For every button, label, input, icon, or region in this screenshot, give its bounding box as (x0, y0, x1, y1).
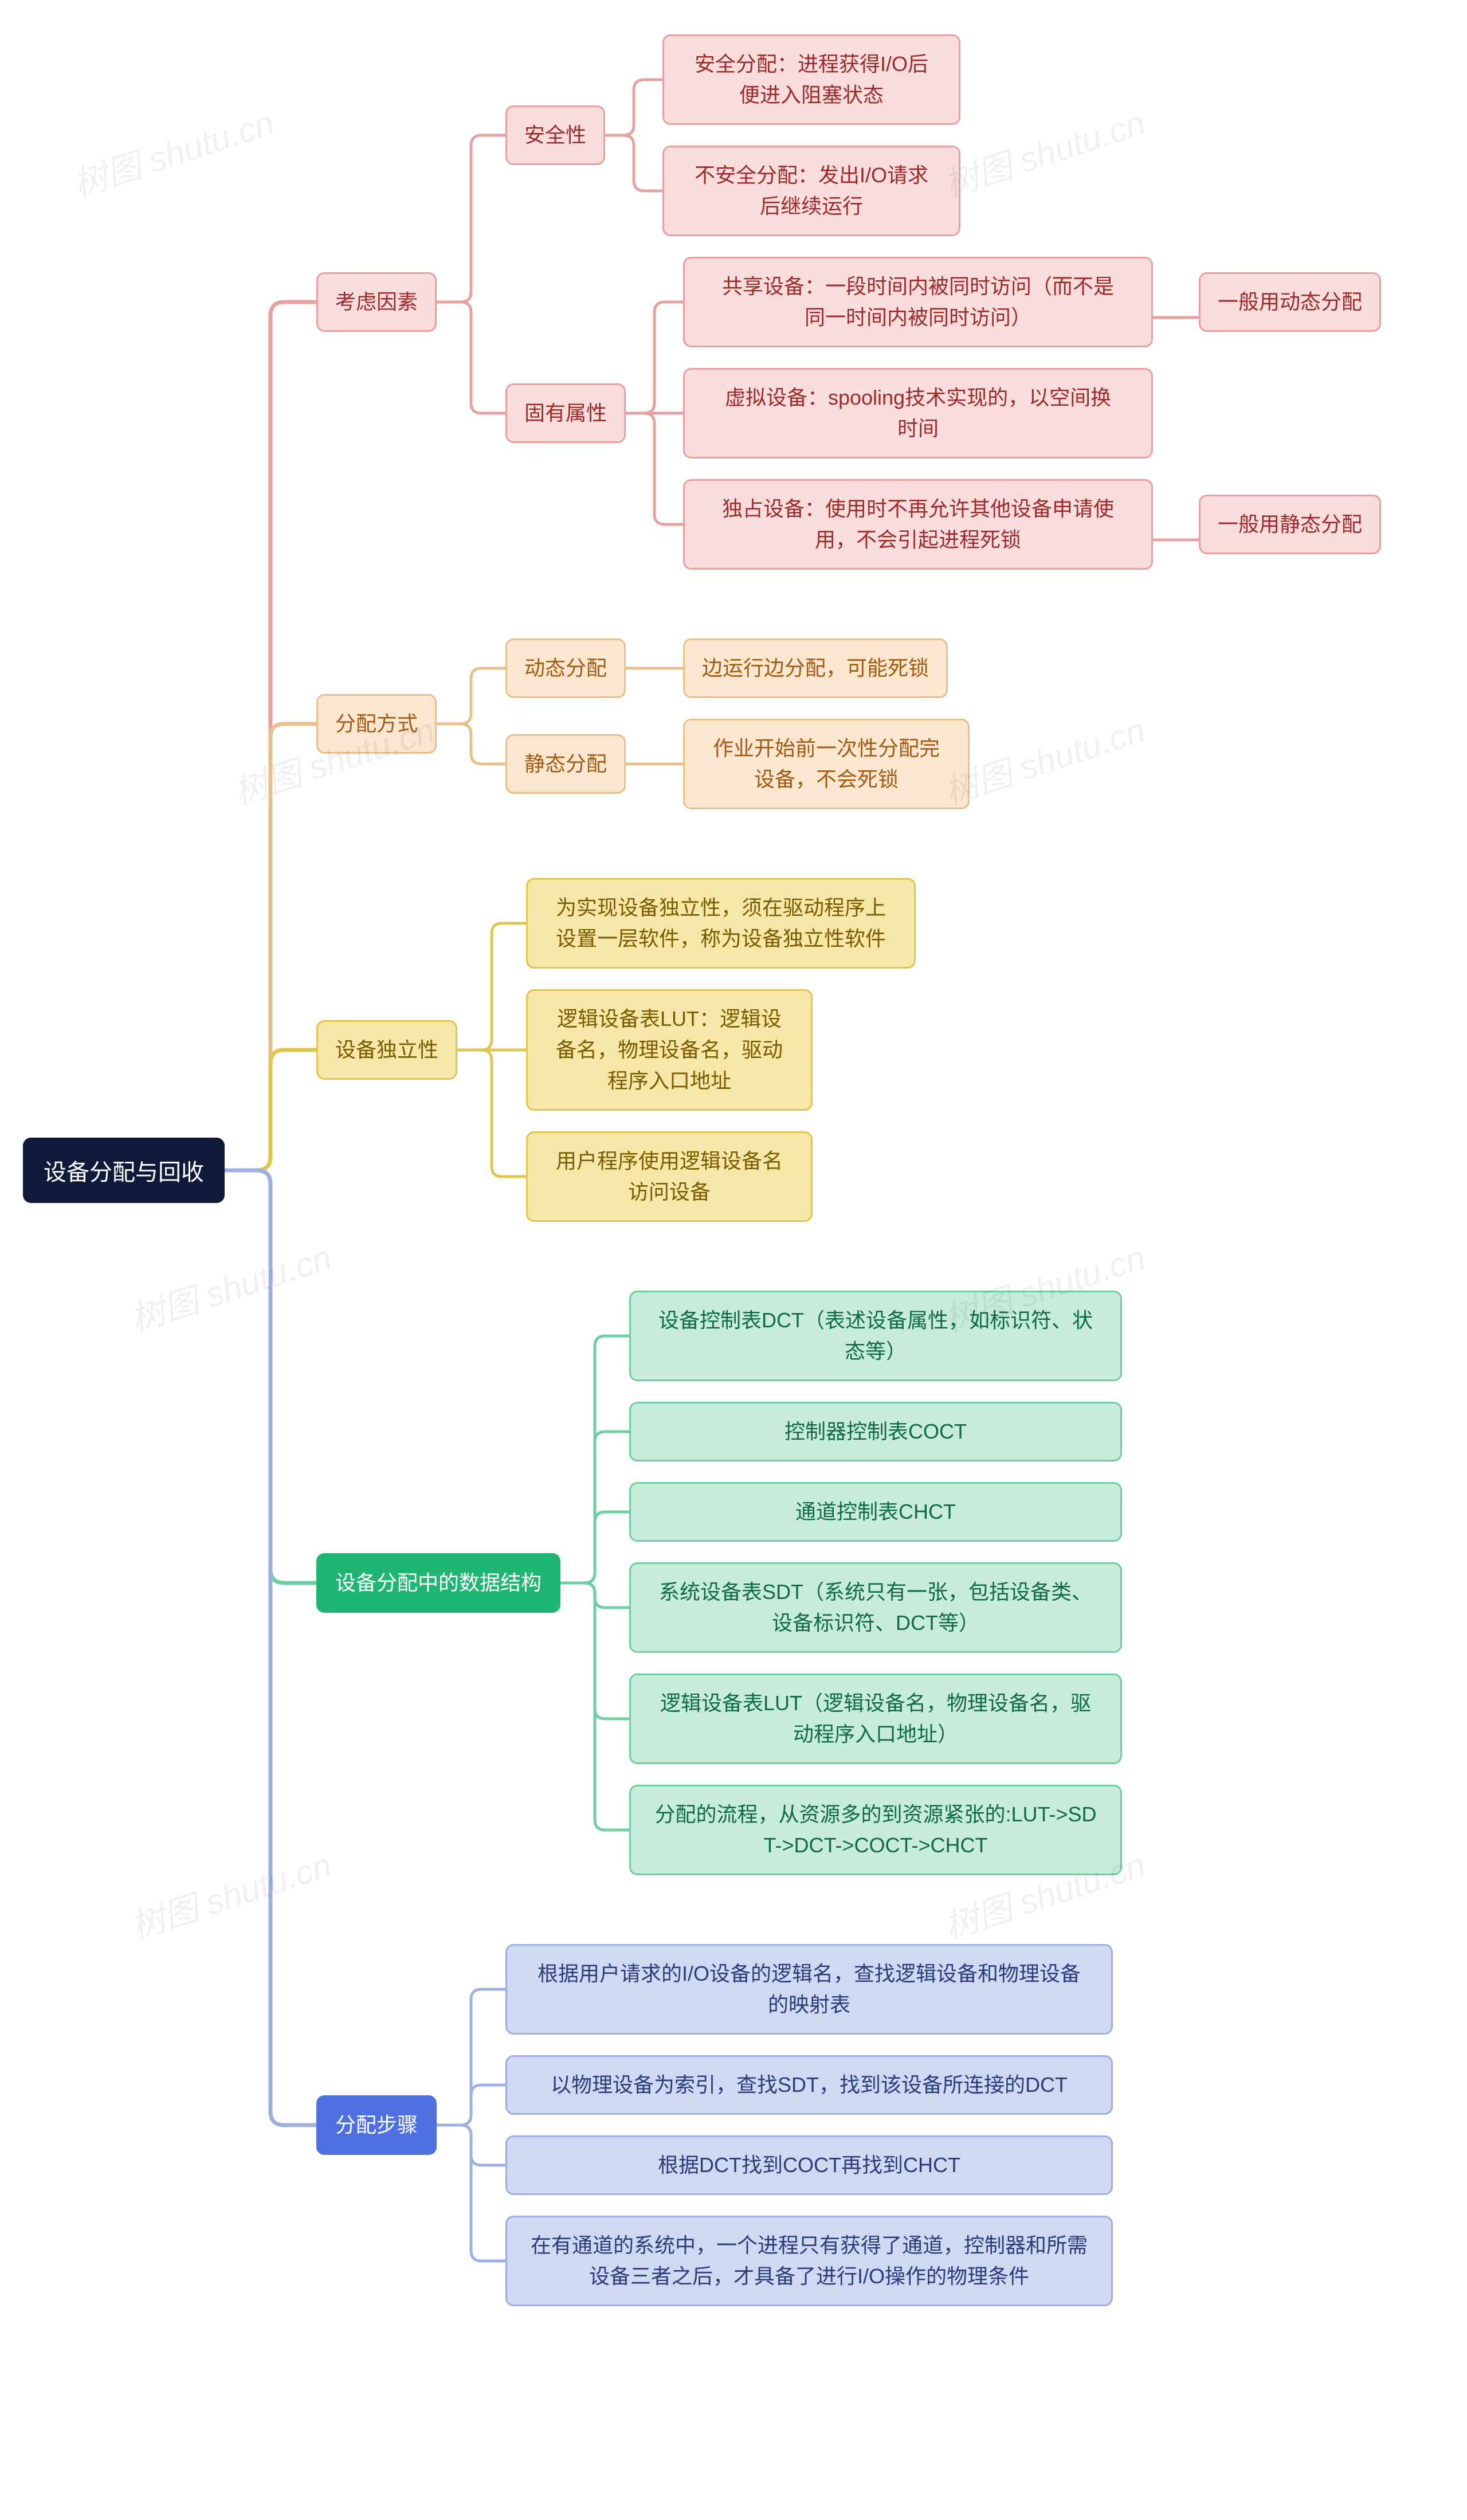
node-label: 独占设备：使用时不再允许其他设备申请使用，不会引起进程死锁 (722, 497, 1114, 551)
node-ind-1[interactable]: 为实现设备独立性，须在驱动程序上设置一层软件，称为设备独立性软件 (526, 878, 916, 969)
branch-static: 静态分配 作业开始前一次性分配完设备，不会死锁 (505, 719, 970, 809)
node-label: 设备独立性 (335, 1038, 438, 1061)
branch-st-1: 根据用户请求的I/O设备的逻辑名，查找逻辑设备和物理设备的映射表 (505, 1944, 1113, 2035)
node-label: 为实现设备独立性，须在驱动程序上设置一层软件，称为设备独立性软件 (556, 896, 886, 950)
node-label: 分配的流程，从资源多的到资源紧张的:LUT->SDT->DCT->COCT->C… (654, 1802, 1096, 1857)
node-st-2[interactable]: 以物理设备为索引，查找SDT，找到该设备所连接的DCT (505, 2055, 1113, 2115)
node-label: 控制器控制表COCT (785, 1420, 967, 1443)
node-ds-coct[interactable]: 控制器控制表COCT (629, 1402, 1122, 1461)
node-virtual-dev[interactable]: 虚拟设备：spooling技术实现的，以空间换时间 (683, 368, 1153, 458)
branch-virtual-dev: 虚拟设备：spooling技术实现的，以空间换时间 (683, 368, 1381, 458)
branch-ind-3: 用户程序使用逻辑设备名访问设备 (526, 1131, 916, 1222)
node-label: 安全分配：进程获得I/O后便进入阻塞状态 (695, 52, 928, 107)
node-exclusive-dev[interactable]: 独占设备：使用时不再允许其他设备申请使用，不会引起进程死锁 (683, 479, 1153, 570)
node-label: 逻辑设备表LUT（逻辑设备名，物理设备名，驱动程序入口地址） (660, 1691, 1091, 1746)
node-st-4[interactable]: 在有通道的系统中，一个进程只有获得了通道，控制器和所需设备三者之后，才具备了进行… (505, 2216, 1113, 2306)
branch-st-2: 以物理设备为索引，查找SDT，找到该设备所连接的DCT (505, 2055, 1113, 2115)
branch-ds-sdt: 系统设备表SDT（系统只有一张，包括设备类、设备标识符、DCT等） (629, 1562, 1122, 1653)
branch-alloc-mode: 分配方式 动态分配 边运行边分配，可能死锁静态分配 作业开始前一次性分配完设备，不会死… (316, 638, 1381, 809)
node-label: 分配方式 (335, 712, 418, 735)
node-shared-dev[interactable]: 共享设备：一段时间内被同时访问（而不是同一时间内被同时访问） (683, 257, 1153, 347)
node-steps[interactable]: 分配步骤 (316, 2095, 437, 2155)
node-label: 固有属性 (524, 401, 607, 425)
node-label: 逻辑设备表LUT：逻辑设备名，物理设备名，驱动程序入口地址 (556, 1007, 783, 1092)
node-label: 不安全分配：发出I/O请求后继续运行 (695, 163, 928, 218)
node-ds-lut[interactable]: 逻辑设备表LUT（逻辑设备名，物理设备名，驱动程序入口地址） (629, 1674, 1122, 1764)
branch-st-3: 根据DCT找到COCT再找到CHCT (505, 2135, 1113, 2195)
node-label: 系统设备表SDT（系统只有一张，包括设备类、设备标识符、DCT等） (659, 1580, 1092, 1635)
node-unsafe-alloc[interactable]: 不安全分配：发出I/O请求后继续运行 (662, 146, 960, 236)
branch-ds-coct: 控制器控制表COCT (629, 1402, 1122, 1461)
branch-exclusive-dev: 独占设备：使用时不再允许其他设备申请使用，不会引起进程死锁 一般用静态分配 (683, 479, 1381, 570)
branch-factors: 考虑因素 安全性 安全分配：进程获得I/O后便进入阻塞状态不安全分配：发出I/O请求… (316, 34, 1381, 570)
node-static-desc[interactable]: 作业开始前一次性分配完设备，不会死锁 (683, 719, 970, 809)
branch-ds-chct: 通道控制表CHCT (629, 1482, 1122, 1542)
node-ind-2[interactable]: 逻辑设备表LUT：逻辑设备名，物理设备名，驱动程序入口地址 (526, 989, 813, 1111)
branch-safety: 安全性 安全分配：进程获得I/O后便进入阻塞状态不安全分配：发出I/O请求后继续运… (505, 34, 1381, 236)
node-ds-dct[interactable]: 设备控制表DCT（表述设备属性，如标识符、状态等） (629, 1291, 1122, 1381)
node-label: 以物理设备为索引，查找SDT，找到该设备所连接的DCT (551, 2073, 1068, 2096)
branch-unsafe-alloc: 不安全分配：发出I/O请求后继续运行 (662, 146, 960, 236)
branch-steps: 分配步骤 根据用户请求的I/O设备的逻辑名，查找逻辑设备和物理设备的映射表以物理设… (316, 1944, 1381, 2306)
branch-excl-static: 一般用静态分配 (1199, 495, 1381, 554)
mindmap-container: 树图 shutu.cn 树图 shutu.cn 树图 shutu.cn 树图 s… (23, 34, 1444, 2306)
node-static[interactable]: 静态分配 (505, 734, 626, 794)
branch-shared-dyn: 一般用动态分配 (1199, 272, 1381, 332)
root-connector (225, 34, 316, 2306)
node-label: 共享设备：一段时间内被同时访问（而不是同一时间内被同时访问） (722, 275, 1114, 329)
node-inherent[interactable]: 固有属性 (505, 383, 626, 443)
node-label: 动态分配 (524, 656, 607, 680)
node-label: 作业开始前一次性分配完设备，不会死锁 (713, 736, 940, 791)
node-dynamic-desc[interactable]: 边运行边分配，可能死锁 (683, 638, 948, 698)
node-ind-3[interactable]: 用户程序使用逻辑设备名访问设备 (526, 1131, 813, 1222)
node-label: 用户程序使用逻辑设备名访问设备 (556, 1149, 783, 1204)
node-factors[interactable]: 考虑因素 (316, 272, 437, 332)
node-label: 边运行边分配，可能死锁 (702, 656, 929, 680)
branch-dynamic: 动态分配 边运行边分配，可能死锁 (505, 638, 970, 698)
mindmap: 设备分配与回收 考虑因素 安全性 安全分配：进程获得I/O后便进入阻塞状态不安全分配：… (23, 34, 1444, 2306)
node-shared-dyn[interactable]: 一般用动态分配 (1199, 272, 1381, 332)
node-label: 设备分配中的数据结构 (335, 1571, 542, 1594)
node-label: 一般用动态分配 (1218, 290, 1362, 313)
node-st-3[interactable]: 根据DCT找到COCT再找到CHCT (505, 2135, 1113, 2195)
node-safe-alloc[interactable]: 安全分配：进程获得I/O后便进入阻塞状态 (662, 34, 960, 125)
branch-ind-2: 逻辑设备表LUT：逻辑设备名，物理设备名，驱动程序入口地址 (526, 989, 916, 1111)
node-label: 分配步骤 (335, 2113, 418, 2137)
branch-inherent: 固有属性 共享设备：一段时间内被同时访问（而不是同一时间内被同时访问） 一般用动态分… (505, 257, 1381, 570)
node-label: 一般用静态分配 (1218, 512, 1362, 536)
node-dynamic[interactable]: 动态分配 (505, 638, 626, 698)
branch-ds-flow: 分配的流程，从资源多的到资源紧张的:LUT->SDT->DCT->COCT->C… (629, 1785, 1122, 1875)
node-data-struct[interactable]: 设备分配中的数据结构 (316, 1553, 560, 1613)
node-ds-flow[interactable]: 分配的流程，从资源多的到资源紧张的:LUT->SDT->DCT->COCT->C… (629, 1785, 1122, 1875)
node-independence[interactable]: 设备独立性 (316, 1020, 457, 1080)
branch-safe-alloc: 安全分配：进程获得I/O后便进入阻塞状态 (662, 34, 960, 125)
node-alloc-mode[interactable]: 分配方式 (316, 694, 437, 754)
node-st-1[interactable]: 根据用户请求的I/O设备的逻辑名，查找逻辑设备和物理设备的映射表 (505, 1944, 1113, 2035)
node-label: 考虑因素 (335, 290, 418, 313)
branch-st-4: 在有通道的系统中，一个进程只有获得了通道，控制器和所需设备三者之后，才具备了进行… (505, 2216, 1113, 2306)
node-safety[interactable]: 安全性 (505, 105, 605, 165)
node-ds-sdt[interactable]: 系统设备表SDT（系统只有一张，包括设备类、设备标识符、DCT等） (629, 1562, 1122, 1653)
branch-static-desc: 作业开始前一次性分配完设备，不会死锁 (683, 719, 970, 809)
root-node[interactable]: 设备分配与回收 (23, 1138, 225, 1203)
node-label: 虚拟设备：spooling技术实现的，以空间换时间 (725, 386, 1111, 440)
node-label: 静态分配 (524, 752, 607, 775)
branch-data-struct: 设备分配中的数据结构 设备控制表DCT（表述设备属性，如标识符、状态等） 控制器控制… (316, 1291, 1381, 1875)
node-label: 在有通道的系统中，一个进程只有获得了通道，控制器和所需设备三者之后，才具备了进行… (531, 2233, 1088, 2288)
branch-ds-dct: 设备控制表DCT（表述设备属性，如标识符、状态等） (629, 1291, 1122, 1381)
node-ds-chct[interactable]: 通道控制表CHCT (629, 1482, 1122, 1542)
branch-ds-lut: 逻辑设备表LUT（逻辑设备名，物理设备名，驱动程序入口地址） (629, 1674, 1122, 1764)
node-label: 通道控制表CHCT (795, 1500, 956, 1523)
node-label: 根据用户请求的I/O设备的逻辑名，查找逻辑设备和物理设备的映射表 (538, 1962, 1081, 2016)
branch-dynamic-desc: 边运行边分配，可能死锁 (683, 638, 948, 698)
branch-independence: 设备独立性 为实现设备独立性，须在驱动程序上设置一层软件，称为设备独立性软件逻辑设… (316, 878, 1381, 1222)
node-label: 安全性 (524, 123, 586, 147)
node-label: 根据DCT找到COCT再找到CHCT (658, 2153, 960, 2177)
branch-ind-1: 为实现设备独立性，须在驱动程序上设置一层软件，称为设备独立性软件 (526, 878, 916, 969)
node-label: 设备控制表DCT（表述设备属性，如标识符、状态等） (658, 1308, 1093, 1363)
node-excl-static[interactable]: 一般用静态分配 (1199, 495, 1381, 554)
branch-shared-dev: 共享设备：一段时间内被同时访问（而不是同一时间内被同时访问） 一般用动态分配 (683, 257, 1381, 347)
